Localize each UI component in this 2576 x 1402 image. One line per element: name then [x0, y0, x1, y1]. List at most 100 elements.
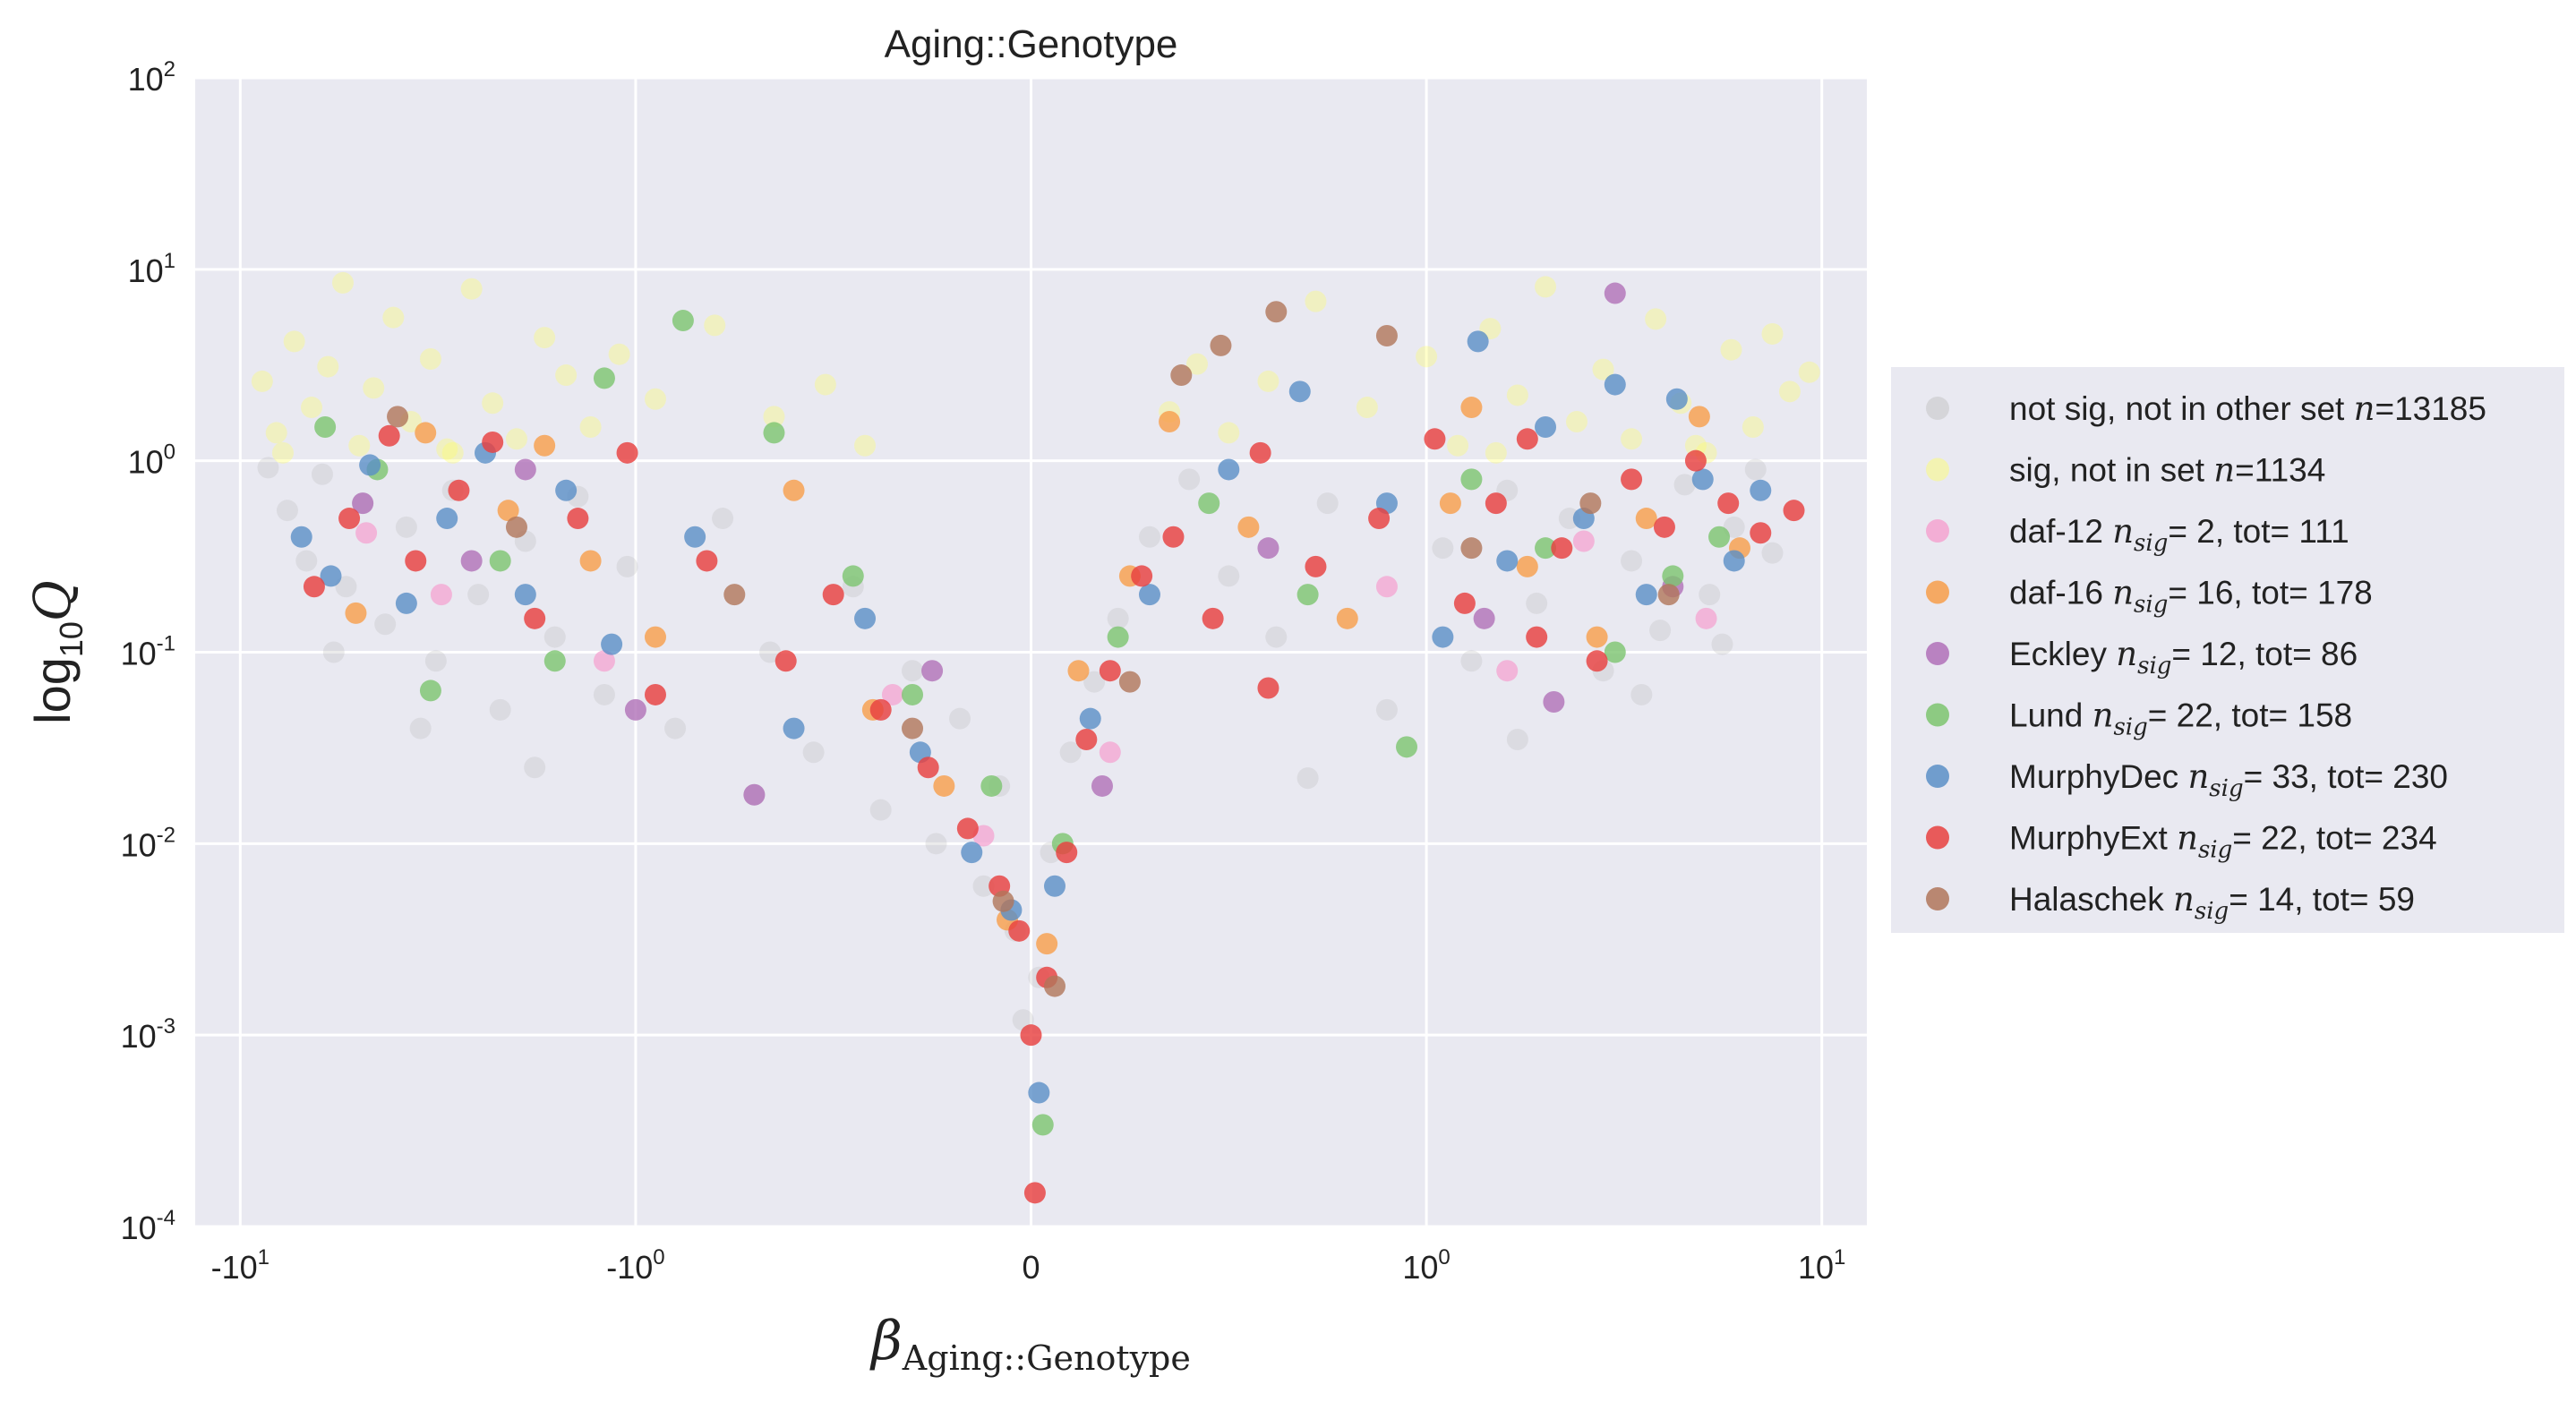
data-point [311, 463, 333, 485]
data-point [482, 392, 504, 415]
data-point [1592, 358, 1614, 380]
data-point [251, 370, 273, 392]
data-point [1059, 741, 1082, 764]
legend-entry: not sig, not in other set n=13185 [2009, 389, 2486, 428]
data-point [497, 500, 519, 522]
data-point [1043, 875, 1065, 897]
data-point [992, 890, 1014, 912]
data-point [579, 416, 602, 439]
data-point [338, 508, 361, 530]
data-point [1604, 373, 1626, 396]
data-point [1649, 620, 1672, 642]
data-point [276, 500, 298, 522]
data-point [902, 660, 924, 682]
data-point [505, 428, 527, 450]
data-point [1657, 584, 1680, 606]
data-point [283, 330, 305, 353]
data-point [514, 584, 536, 606]
data-point [1750, 479, 1772, 501]
data-point [1265, 626, 1288, 648]
data-point [1198, 492, 1220, 515]
data-point [1043, 975, 1065, 997]
data-point [352, 492, 374, 515]
data-point [1783, 500, 1805, 522]
data-point [925, 833, 947, 855]
data-point [1485, 492, 1507, 515]
data-point [290, 526, 312, 548]
data-point [1432, 537, 1454, 560]
data-point [1023, 1182, 1046, 1204]
data-point [1439, 492, 1461, 515]
data-point [301, 397, 323, 419]
data-point [363, 377, 385, 399]
data-point [1761, 322, 1784, 345]
data-point [543, 626, 566, 648]
data-point [763, 422, 785, 444]
data-point [395, 592, 417, 614]
data-point [1297, 767, 1319, 790]
data-point [1257, 370, 1279, 392]
data-point [1526, 626, 1548, 648]
data-point [1535, 276, 1557, 298]
legend-entry: Lund nsig= 22, tot= 158 [2009, 697, 2352, 741]
data-point [1684, 449, 1707, 472]
data-point [1653, 516, 1675, 538]
data-point [409, 717, 432, 739]
data-point [387, 406, 409, 428]
data-point [505, 516, 527, 538]
y-tick-label: 102 [128, 57, 175, 98]
data-point [1356, 397, 1378, 419]
data-point [1604, 282, 1626, 304]
data-point [644, 683, 666, 705]
legend-marker [1926, 580, 1949, 604]
data-point [775, 650, 797, 672]
data-point [489, 550, 511, 572]
data-point [1131, 565, 1153, 587]
data-point [314, 416, 337, 439]
legend-marker [1926, 457, 1949, 482]
data-point [489, 698, 511, 721]
data-point [534, 327, 556, 349]
data-point [303, 576, 325, 598]
data-point [881, 683, 903, 705]
data-point [524, 757, 546, 779]
data-point [1699, 584, 1721, 606]
data-point [419, 680, 441, 702]
data-point [448, 479, 470, 501]
y-tick-label: 101 [128, 249, 175, 289]
data-point [271, 441, 294, 464]
data-point [1218, 458, 1240, 481]
data-point [1091, 774, 1113, 797]
data-point [1621, 550, 1643, 572]
data-point [265, 422, 287, 444]
data-point [430, 584, 452, 606]
data-point [1742, 416, 1764, 439]
legend-entry: MurphyDec nsig= 33, tot= 230 [2009, 757, 2448, 802]
data-point [1604, 641, 1626, 663]
data-point [704, 314, 726, 337]
series-0 [257, 457, 1784, 1031]
data-point [759, 641, 782, 663]
data-point [1526, 592, 1548, 614]
data-point [854, 434, 877, 457]
data-point [1218, 422, 1240, 444]
data-point [1138, 526, 1160, 548]
data-point [1316, 492, 1339, 515]
data-point [1645, 308, 1667, 330]
data-point [1185, 353, 1208, 375]
data-point [921, 660, 944, 682]
data-point [317, 355, 339, 378]
data-point [482, 431, 504, 453]
data-point [1665, 388, 1688, 410]
data-point [460, 550, 483, 572]
legend-entry: sig, not in set n=1134 [2009, 451, 2325, 490]
data-point [1265, 301, 1288, 323]
data-point [869, 698, 892, 721]
chart-title: Aging::Genotype [885, 22, 1178, 66]
data-point [1305, 290, 1327, 312]
y-tick-label: 10-2 [121, 823, 175, 863]
data-point [616, 441, 638, 464]
data-point [1460, 650, 1483, 672]
data-point [1684, 434, 1707, 457]
legend-marker [1926, 519, 1949, 543]
